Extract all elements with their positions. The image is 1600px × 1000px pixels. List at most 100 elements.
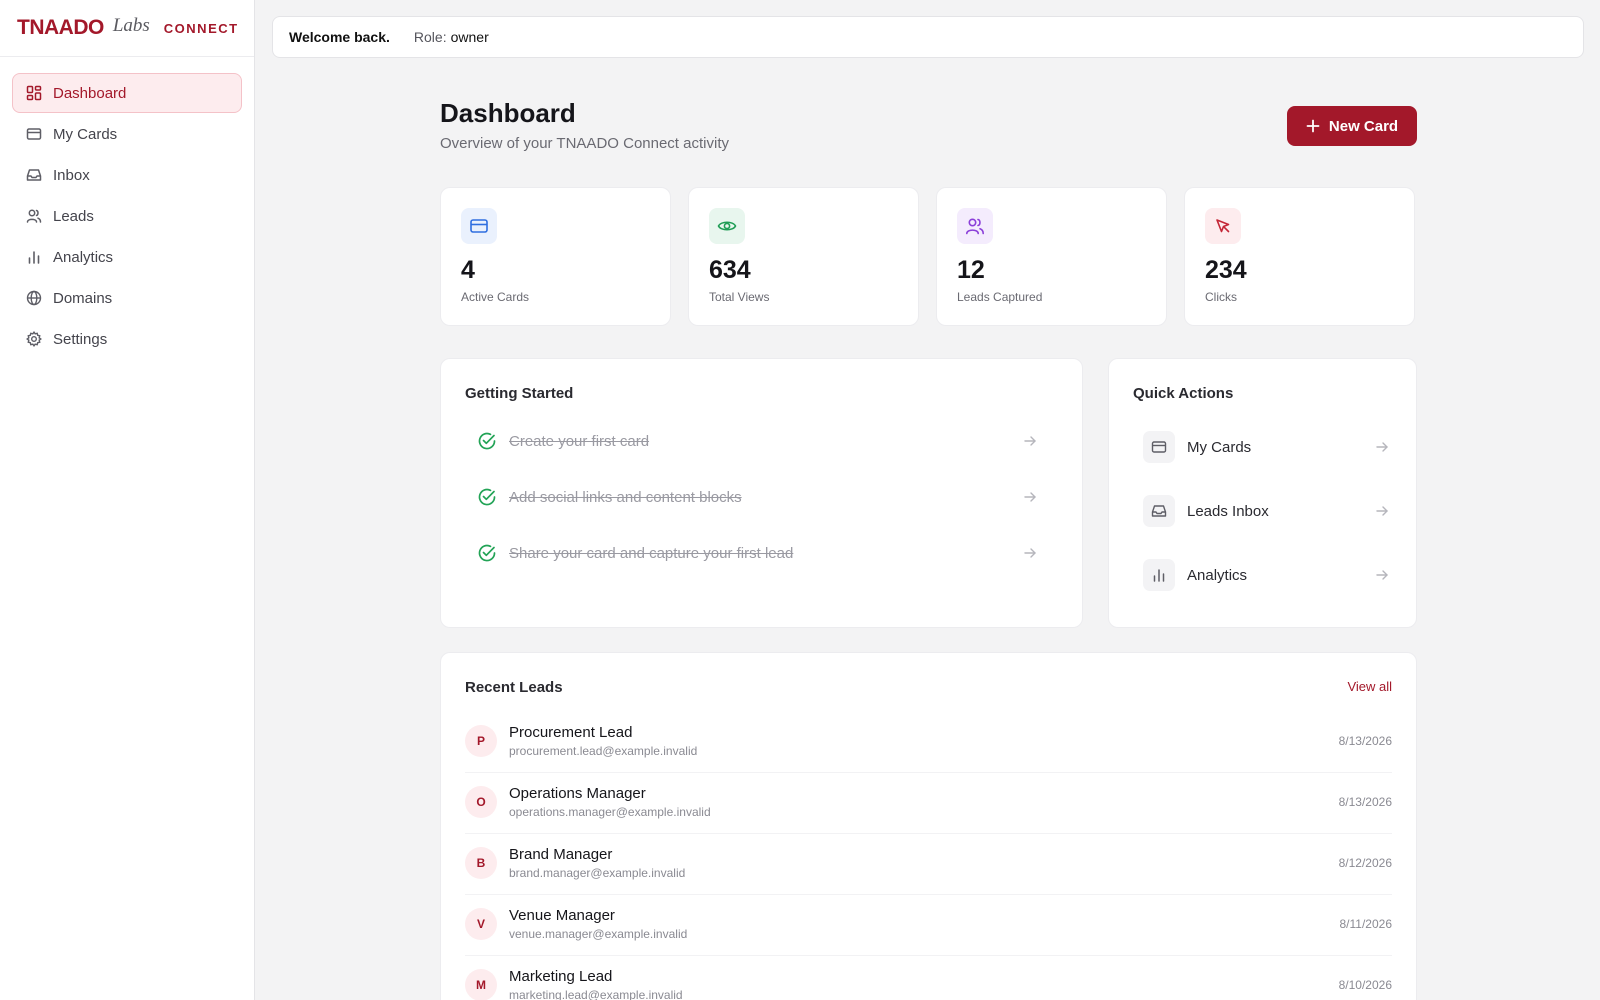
avatar: V (465, 908, 497, 940)
sidebar-nav: Dashboard My Cards Inbox Leads Analytics (0, 57, 254, 359)
lead-email: venue.manager@example.invalid (509, 927, 688, 941)
getting-started-panel: Getting Started Create your first card A… (440, 358, 1083, 628)
sidebar-item-label: Domains (53, 289, 113, 307)
stat-value: 634 (709, 256, 751, 284)
bar-chart-icon (1143, 559, 1175, 591)
getting-started-item[interactable]: Add social links and content blocks (477, 484, 1037, 510)
sidebar: TNAADO Labs CONNECT Dashboard My Cards I… (0, 0, 255, 1000)
eye-icon (709, 208, 745, 244)
quick-actions-panel: Quick Actions My Cards Leads Inbox Analy… (1108, 358, 1417, 628)
lead-name: Operations Manager (509, 785, 646, 802)
lead-email: operations.manager@example.invalid (509, 805, 711, 819)
arrow-right-icon (1023, 546, 1037, 560)
getting-started-item[interactable]: Share your card and capture your first l… (477, 540, 1037, 566)
sidebar-item-label: My Cards (53, 125, 118, 143)
getting-started-label: Create your first card (509, 432, 650, 450)
arrow-right-icon (1375, 504, 1389, 518)
role-value: owner (450, 29, 489, 45)
avatar: B (465, 847, 497, 879)
arrow-right-icon (1023, 490, 1037, 504)
lead-row[interactable]: O Operations Manager operations.manager@… (465, 773, 1392, 834)
lead-date: 8/10/2026 (1338, 978, 1392, 992)
arrow-right-icon (1375, 440, 1389, 454)
brand-logo[interactable]: TNAADO Labs CONNECT (0, 0, 254, 57)
sidebar-item-settings[interactable]: Settings (12, 319, 242, 359)
new-card-button[interactable]: New Card (1287, 106, 1417, 146)
sidebar-item-analytics[interactable]: Analytics (12, 237, 242, 277)
lead-name: Marketing Lead (509, 968, 613, 985)
stat-value: 234 (1205, 256, 1247, 284)
avatar: O (465, 786, 497, 818)
arrow-right-icon (1375, 568, 1389, 582)
stat-label: Clicks (1205, 290, 1237, 304)
sidebar-item-label: Dashboard (53, 84, 127, 102)
top-bar: Welcome back. Role: owner (272, 16, 1584, 58)
stat-card-active-cards: 4 Active Cards (440, 187, 671, 326)
globe-icon (26, 290, 42, 306)
sidebar-item-leads[interactable]: Leads (12, 196, 242, 236)
check-circle-icon (477, 431, 497, 451)
users-icon (26, 208, 42, 224)
quick-action-label: My Cards (1187, 438, 1252, 456)
lead-date: 8/12/2026 (1338, 856, 1392, 870)
lead-name: Procurement Lead (509, 724, 633, 741)
sidebar-item-label: Inbox (53, 166, 90, 184)
card-icon (26, 126, 42, 142)
lead-date: 8/13/2026 (1338, 795, 1392, 809)
sidebar-item-label: Settings (53, 330, 108, 348)
quick-action-analytics[interactable]: Analytics (1143, 557, 1389, 593)
page-title: Dashboard (440, 98, 576, 128)
sidebar-item-label: Analytics (53, 248, 114, 266)
brand-labs: Labs (112, 15, 150, 36)
lead-name: Brand Manager (509, 846, 613, 863)
avatar: P (465, 725, 497, 757)
lead-date: 8/13/2026 (1338, 734, 1392, 748)
stat-card-clicks: 234 Clicks (1184, 187, 1415, 326)
avatar: M (465, 969, 497, 1000)
recent-leads-panel: Recent Leads View all P Procurement Lead… (440, 652, 1417, 1000)
new-card-label: New Card (1328, 117, 1399, 135)
sidebar-item-inbox[interactable]: Inbox (12, 155, 242, 195)
lead-row[interactable]: P Procurement Lead procurement.lead@exam… (465, 712, 1392, 773)
stat-value: 4 (461, 256, 475, 284)
quick-action-leads-inbox[interactable]: Leads Inbox (1143, 493, 1389, 529)
inbox-icon (1143, 495, 1175, 527)
stat-card-total-views: 634 Total Views (688, 187, 919, 326)
lead-date: 8/11/2026 (1339, 917, 1393, 931)
sidebar-item-dashboard[interactable]: Dashboard (12, 73, 242, 113)
stat-card-leads-captured: 12 Leads Captured (936, 187, 1167, 326)
brand-connect: CONNECT (163, 20, 239, 36)
stat-label: Total Views (709, 290, 770, 304)
lead-email: marketing.lead@example.invalid (509, 988, 683, 1000)
getting-started-label: Share your card and capture your first l… (509, 544, 794, 562)
getting-started-label: Add social links and content blocks (509, 488, 742, 506)
quick-action-my-cards[interactable]: My Cards (1143, 429, 1389, 465)
lead-row[interactable]: V Venue Manager venue.manager@example.in… (465, 895, 1392, 956)
stat-label: Leads Captured (957, 290, 1043, 304)
view-all-link[interactable]: View all (1347, 679, 1392, 694)
inbox-icon (26, 167, 42, 183)
lead-name: Venue Manager (509, 907, 615, 924)
sidebar-item-my-cards[interactable]: My Cards (12, 114, 242, 154)
brand-wordmark: TNAADO (17, 16, 104, 39)
check-circle-icon (477, 487, 497, 507)
users-icon (957, 208, 993, 244)
plus-icon (1306, 119, 1320, 133)
panel-title: Getting Started (465, 385, 574, 402)
lead-email: brand.manager@example.invalid (509, 866, 686, 880)
gear-icon (26, 331, 42, 347)
cursor-icon (1205, 208, 1241, 244)
check-circle-icon (477, 543, 497, 563)
lead-row[interactable]: B Brand Manager brand.manager@example.in… (465, 834, 1392, 895)
lead-row[interactable]: M Marketing Lead marketing.lead@example.… (465, 956, 1392, 1000)
quick-action-label: Leads Inbox (1187, 502, 1269, 520)
quick-action-label: Analytics (1187, 566, 1248, 584)
sidebar-item-domains[interactable]: Domains (12, 278, 242, 318)
panel-title: Recent Leads (465, 679, 563, 696)
getting-started-item[interactable]: Create your first card (477, 428, 1037, 454)
card-icon (461, 208, 497, 244)
stat-value: 12 (957, 256, 985, 284)
bar-chart-icon (26, 249, 42, 265)
card-icon (1143, 431, 1175, 463)
page-subtitle: Overview of your TNAADO Connect activity (440, 135, 729, 152)
